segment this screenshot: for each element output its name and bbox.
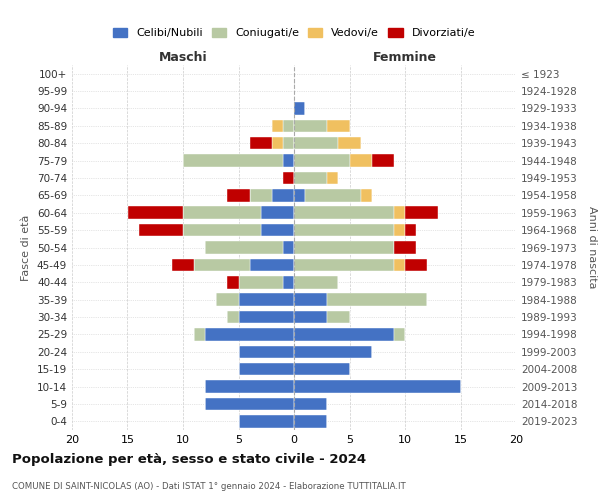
Bar	[183, 224, 260, 236]
Y-axis label: Fasce di età: Fasce di età	[22, 214, 31, 280]
Text: COMUNE DI SAINT-NICOLAS (AO) - Dati ISTAT 1° gennaio 2024 - Elaborazione TUTTITA: COMUNE DI SAINT-NICOLAS (AO) - Dati ISTA…	[12, 482, 406, 491]
Bar	[405, 258, 427, 271]
Bar	[349, 154, 372, 167]
Bar	[205, 398, 294, 410]
Bar	[394, 241, 416, 254]
Bar	[294, 415, 328, 428]
Bar	[361, 189, 372, 202]
Bar	[128, 206, 183, 219]
Bar	[238, 276, 283, 288]
Bar	[305, 189, 361, 202]
Bar	[394, 206, 405, 219]
Text: Femmine: Femmine	[373, 51, 437, 64]
Bar	[294, 346, 372, 358]
Bar	[239, 346, 294, 358]
Bar	[183, 206, 260, 219]
Bar	[394, 258, 405, 271]
Bar	[227, 189, 250, 202]
Bar	[394, 328, 405, 340]
Bar	[294, 154, 349, 167]
Bar	[294, 398, 328, 410]
Y-axis label: Anni di nascita: Anni di nascita	[587, 206, 597, 289]
Bar	[283, 276, 294, 288]
Bar	[205, 241, 283, 254]
Bar	[294, 241, 394, 254]
Bar	[294, 120, 328, 132]
Bar	[405, 224, 416, 236]
Bar	[294, 363, 349, 376]
Bar	[172, 258, 194, 271]
Bar	[239, 415, 294, 428]
Bar	[239, 294, 294, 306]
Bar	[328, 294, 427, 306]
Bar	[283, 154, 294, 167]
Bar	[294, 276, 338, 288]
Bar	[328, 120, 349, 132]
Bar	[183, 154, 283, 167]
Bar	[260, 206, 294, 219]
Bar	[294, 224, 394, 236]
Bar	[283, 241, 294, 254]
Bar	[227, 311, 239, 324]
Bar	[405, 206, 438, 219]
Bar	[194, 258, 250, 271]
Bar	[217, 294, 239, 306]
Bar	[239, 311, 294, 324]
Bar	[250, 137, 272, 149]
Text: Maschi: Maschi	[158, 51, 208, 64]
Bar	[139, 224, 183, 236]
Bar	[294, 311, 328, 324]
Bar	[205, 328, 294, 340]
Bar	[328, 311, 349, 324]
Bar	[394, 224, 405, 236]
Bar	[272, 120, 283, 132]
Bar	[294, 380, 461, 393]
Bar	[205, 380, 294, 393]
Bar	[260, 224, 294, 236]
Bar	[294, 294, 328, 306]
Bar	[194, 328, 205, 340]
Bar	[338, 137, 361, 149]
Bar	[294, 206, 394, 219]
Bar	[283, 137, 294, 149]
Bar	[283, 172, 294, 184]
Bar	[294, 328, 394, 340]
Bar	[227, 276, 239, 288]
Bar	[294, 102, 305, 115]
Bar	[294, 258, 394, 271]
Bar	[250, 189, 272, 202]
Legend: Celibi/Nubili, Coniugati/e, Vedovi/e, Divorziati/e: Celibi/Nubili, Coniugati/e, Vedovi/e, Di…	[109, 23, 479, 43]
Bar	[283, 120, 294, 132]
Bar	[294, 172, 328, 184]
Bar	[294, 189, 305, 202]
Bar	[272, 137, 283, 149]
Bar	[272, 189, 294, 202]
Bar	[328, 172, 338, 184]
Bar	[250, 258, 294, 271]
Bar	[239, 363, 294, 376]
Text: Popolazione per età, sesso e stato civile - 2024: Popolazione per età, sesso e stato civil…	[12, 452, 366, 466]
Bar	[372, 154, 394, 167]
Bar	[294, 137, 338, 149]
